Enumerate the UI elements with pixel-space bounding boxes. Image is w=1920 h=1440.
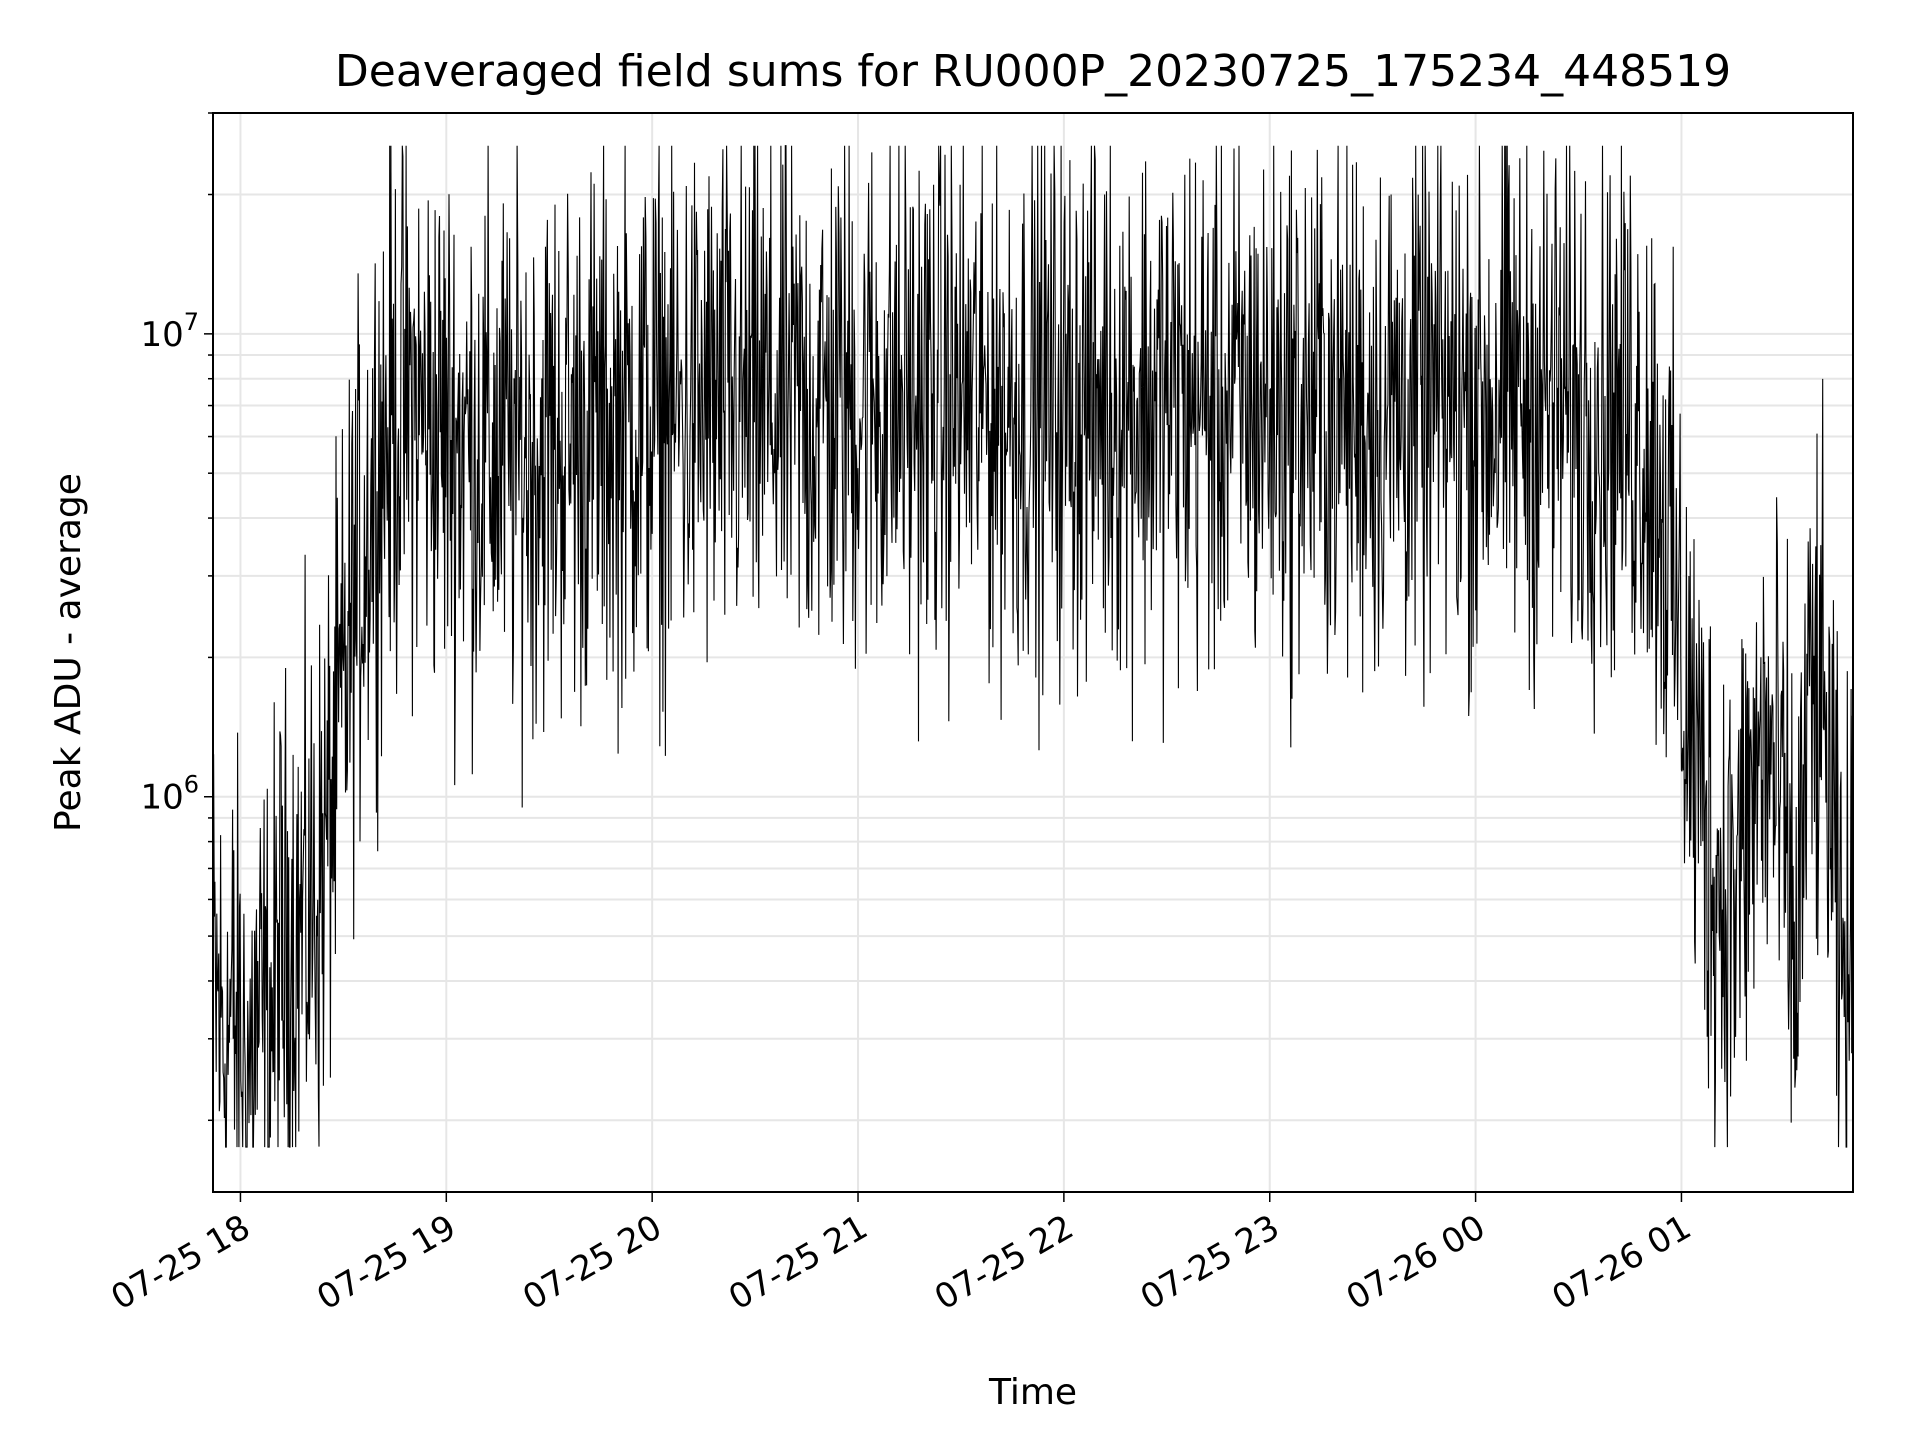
series-layer xyxy=(212,145,1854,1148)
chart-title: Deaveraged field sums for RU000P_2023072… xyxy=(335,46,1731,97)
series-line xyxy=(212,145,1854,1148)
y-axis-label: Peak ADU - average xyxy=(48,473,89,832)
y-tick-label: 106 xyxy=(140,771,199,818)
y-tick-label: 107 xyxy=(140,308,199,355)
plot-frame xyxy=(212,112,1854,1193)
x-axis-label: Time xyxy=(988,1372,1077,1413)
